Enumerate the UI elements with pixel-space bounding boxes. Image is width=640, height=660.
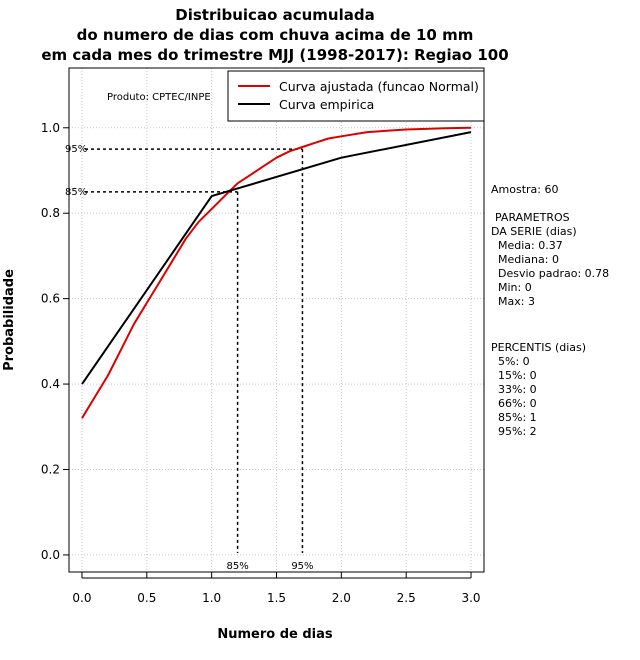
fitted-normal-curve <box>81 126 472 419</box>
side-panel: Amostra: 60 PARAMETROS DA SERIE (dias) M… <box>491 183 609 438</box>
ref-label-x: 85% <box>226 561 248 572</box>
percentil-33: 33%: 0 <box>498 383 537 396</box>
x-tick-label: 1.0 <box>202 591 221 605</box>
y-tick-label: 0.0 <box>41 548 60 562</box>
sample-size: Amostra: 60 <box>491 183 558 196</box>
chart-title-line-3: em cada mes do trimestre MJJ (1998-2017)… <box>41 46 508 64</box>
chart-title-line-1: Distribuicao acumulada <box>175 6 374 24</box>
param-min: Min: 0 <box>498 281 532 294</box>
y-tick-label: 1.0 <box>41 121 60 135</box>
params-title-2: DA SERIE (dias) <box>491 225 577 238</box>
ref-label-y: 95% <box>65 144 87 155</box>
y-axis-title: Probabilidade <box>2 269 17 371</box>
chart-title-line-2: do numero de dias com chuva acima de 10 … <box>77 26 474 44</box>
y-tick-label: 0.4 <box>41 377 60 391</box>
ref-label-y: 85% <box>65 187 87 198</box>
ref-label-x: 95% <box>291 561 313 572</box>
x-axis-title: Numero de dias <box>217 627 333 642</box>
legend: Curva ajustada (funcao Normal) Curva emp… <box>227 70 485 122</box>
percentil-95: 95%: 2 <box>498 425 537 438</box>
x-tick-label: 0.5 <box>137 591 156 605</box>
percentil-15: 15%: 0 <box>498 369 537 382</box>
legend-label-empirical: Curva empirica <box>279 97 374 112</box>
y-tick-label: 0.8 <box>41 206 60 220</box>
param-desvio: Desvio padrao: 0.78 <box>498 267 609 280</box>
x-tick-label: 2.5 <box>397 591 416 605</box>
percentis-title: PERCENTIS (dias) <box>491 341 586 354</box>
percentil-66: 66%: 0 <box>498 397 537 410</box>
grid <box>69 68 484 572</box>
percentil-85: 85%: 1 <box>498 411 537 424</box>
series-lines <box>81 126 472 419</box>
param-max: Max: 3 <box>498 295 535 308</box>
x-tick-label: 3.0 <box>461 591 480 605</box>
x-axis: 0.0 0.5 1.0 1.5 2.0 2.5 3.0 <box>72 572 481 605</box>
x-tick-label: 1.5 <box>267 591 286 605</box>
reference-lines: 85% 85% 95% 95% <box>65 144 314 572</box>
params-title-1: PARAMETROS <box>495 211 570 224</box>
legend-label-fitted: Curva ajustada (funcao Normal) <box>279 79 479 94</box>
y-tick-label: 0.2 <box>41 462 60 476</box>
percentil-5: 5%: 0 <box>498 355 530 368</box>
x-tick-label: 2.0 <box>332 591 351 605</box>
y-axis: 0.0 0.2 0.4 0.6 0.8 1.0 <box>41 121 69 562</box>
y-tick-label: 0.6 <box>41 292 60 306</box>
param-mediana: Mediana: 0 <box>498 253 559 266</box>
param-media: Media: 0.37 <box>498 239 563 252</box>
x-tick-label: 0.0 <box>72 591 91 605</box>
legend-box <box>227 70 485 122</box>
product-annotation: Produto: CPTEC/INPE <box>107 92 211 103</box>
empirical-curve <box>81 131 472 385</box>
